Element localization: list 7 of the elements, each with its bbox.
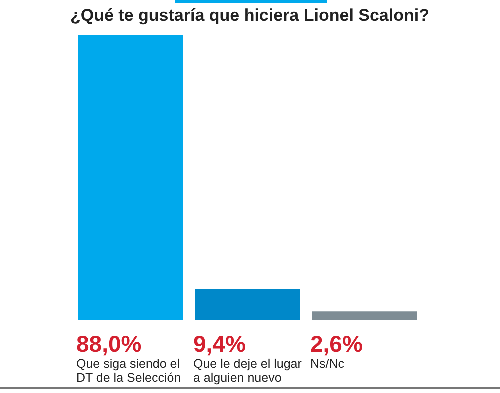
chart-title: ¿Qué te gustaría que hiciera Lionel Scaloni? bbox=[70, 6, 430, 26]
x-tick-label: Que le deje el lugar a alguien nuevo bbox=[194, 357, 302, 385]
data-label: 88,0% bbox=[76, 331, 142, 357]
data-label: 2,6% bbox=[310, 331, 363, 357]
x-tick-label: Ns/Nc bbox=[310, 357, 345, 371]
x-tick-label: Que siga siendo el DT de la Selección bbox=[76, 357, 182, 385]
data-label: 9,4% bbox=[194, 331, 246, 357]
